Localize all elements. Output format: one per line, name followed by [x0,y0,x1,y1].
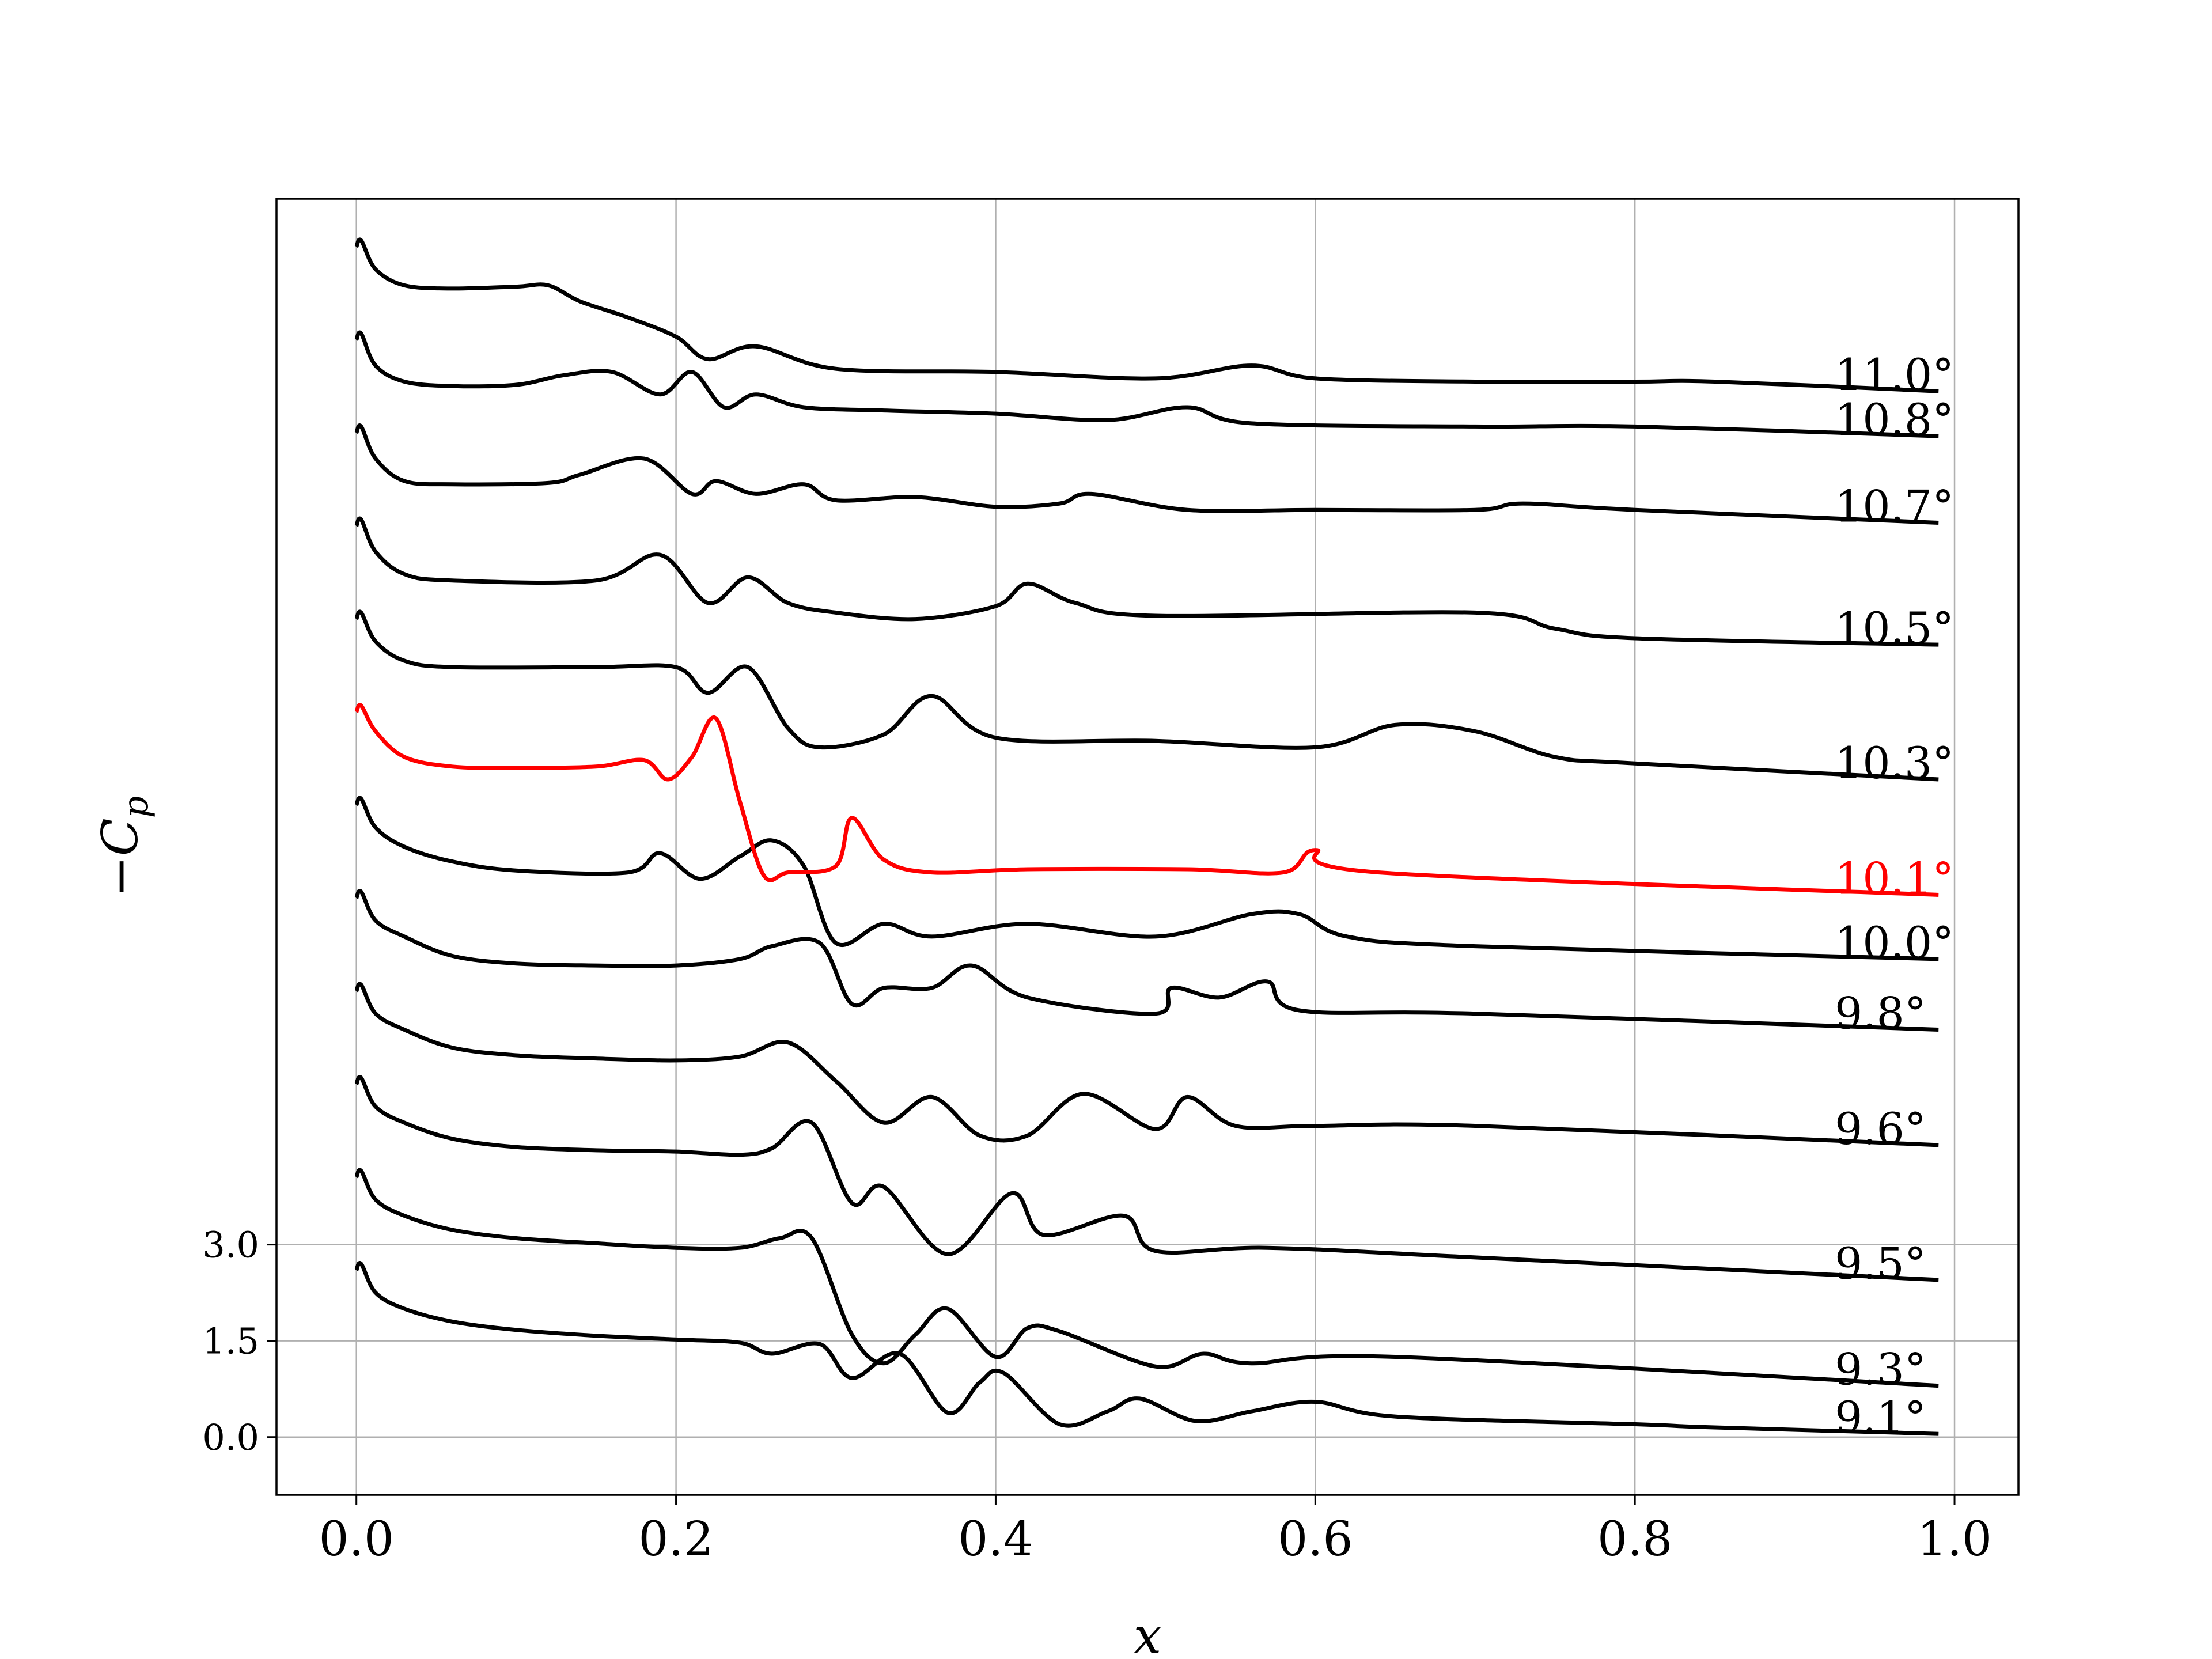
plot-frame [275,198,2020,1496]
x-tick-label: 1.0 [1917,1512,1992,1567]
y-tick-label: 1.5 [202,1320,259,1362]
series-label-0: 9.1° [1835,1392,1926,1443]
series-line-5 [354,796,1939,961]
x-tick-label: 0.4 [958,1512,1033,1567]
series-line-3 [354,982,1939,1147]
series-label-3: 9.6° [1835,1103,1926,1154]
x-tick-label: 0.0 [319,1512,394,1567]
x-tick-label: 0.2 [638,1512,713,1567]
series-label-9: 10.7° [1835,481,1954,532]
series-layer [354,237,1939,1436]
curve-label-layer: 9.1°9.3° 9.5° 9.6° 9.8° 10.0° 10.1° 10.3° 10.5°… [1835,349,1954,1443]
series-line-2 [354,1075,1939,1282]
series-label-2: 9.5° [1835,1238,1926,1289]
series-line-7 [354,609,1939,782]
y-axis-title-main: −C [92,818,149,897]
y-tick-label: 3.0 [202,1224,259,1266]
series-label-10: 10.8° [1835,394,1954,445]
series-line-0 [354,1261,1939,1436]
series-label-6: 10.1° [1835,853,1954,904]
x-tick-label: 0.6 [1278,1512,1353,1567]
series-label-7: 10.3° [1835,737,1954,789]
series-line-11 [354,237,1939,393]
y-axis-title-subscript: p [116,796,156,818]
series-label-11: 11.0° [1835,349,1954,400]
series-label-8: 10.5° [1835,603,1954,654]
series-line-8 [354,516,1939,647]
series-line-6 [354,703,1939,897]
tick-layer: 0.0 0.2 0.4 0.6 0.8 1.0 0.0 1.5 3.0 [202,1224,1992,1567]
x-tick-label: 0.8 [1597,1512,1672,1567]
y-axis-title: −Cp [92,796,156,897]
series-line-9 [354,423,1939,525]
series-label-1: 9.3° [1835,1344,1926,1395]
y-tick-label: 0.0 [202,1416,259,1459]
series-line-10 [354,330,1939,438]
series-label-4: 9.8° [1835,987,1926,1039]
series-label-5: 10.0° [1835,917,1954,968]
series-line-1 [354,1168,1939,1388]
series-line-4 [354,889,1939,1032]
x-axis-title: x [1134,1608,1162,1659]
